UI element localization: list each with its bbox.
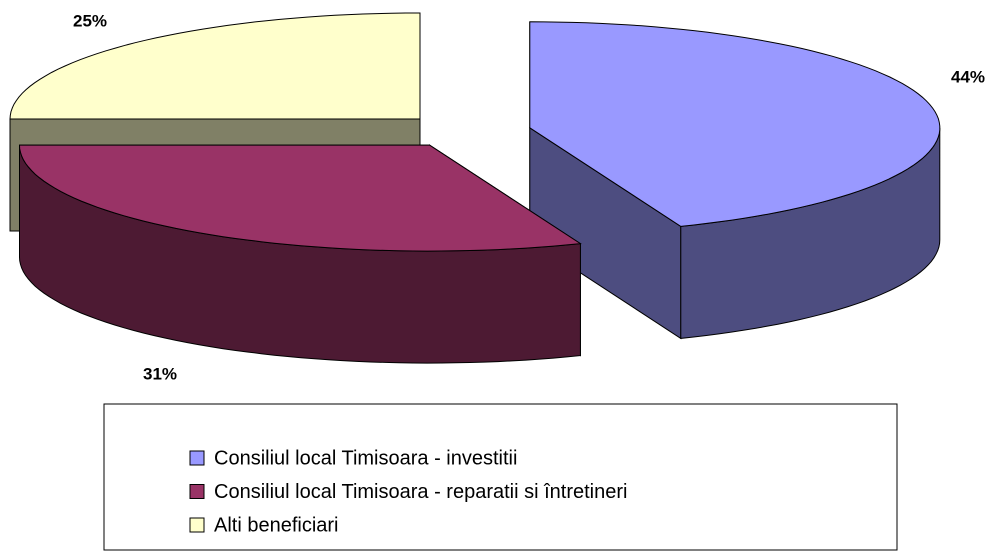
legend-label: Consiliul local Timisoara - reparatii si… (214, 481, 627, 503)
legend-box (103, 403, 898, 551)
legend-label: Consiliul local Timisoara - investitii (214, 447, 517, 469)
data-label: 31% (143, 364, 177, 383)
legend: Consiliul local Timisoara - investitii Co… (189, 447, 627, 536)
legend-swatch (189, 450, 205, 466)
slice (9, 12, 421, 120)
data-label: 25% (73, 11, 107, 30)
slice (529, 21, 941, 227)
legend-swatch (189, 484, 205, 499)
legend-label: Alti beneficiari (214, 514, 339, 536)
data-label: 44% (951, 67, 985, 86)
data-labels: 44% 31% 25% (73, 11, 985, 383)
slice (18, 144, 582, 252)
pie (9, 12, 941, 364)
legend-swatch (189, 517, 205, 533)
